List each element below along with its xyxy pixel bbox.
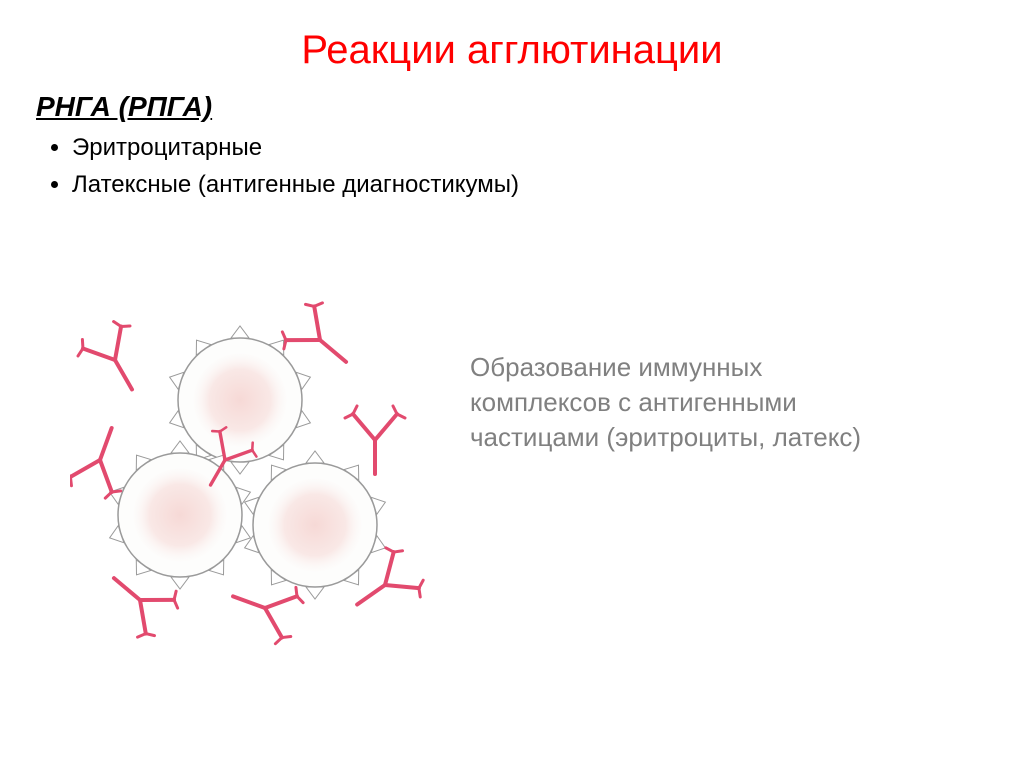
diagram-caption: Образование иммунных комплексов с антиге… <box>470 350 870 455</box>
diagram-svg <box>70 300 470 660</box>
agglutination-diagram: Образование иммунных комплексов с антиге… <box>70 300 950 660</box>
bullet-list: Эритроцитарные Латексные (антигенные диа… <box>0 131 1024 203</box>
list-item: Эритроцитарные <box>72 131 1024 166</box>
slide-title: Реакции агглютинации <box>0 0 1024 91</box>
list-item: Латексные (антигенные диагностикумы) <box>72 168 1024 203</box>
slide-subtitle: РНГА (РПГА) <box>0 91 1024 123</box>
